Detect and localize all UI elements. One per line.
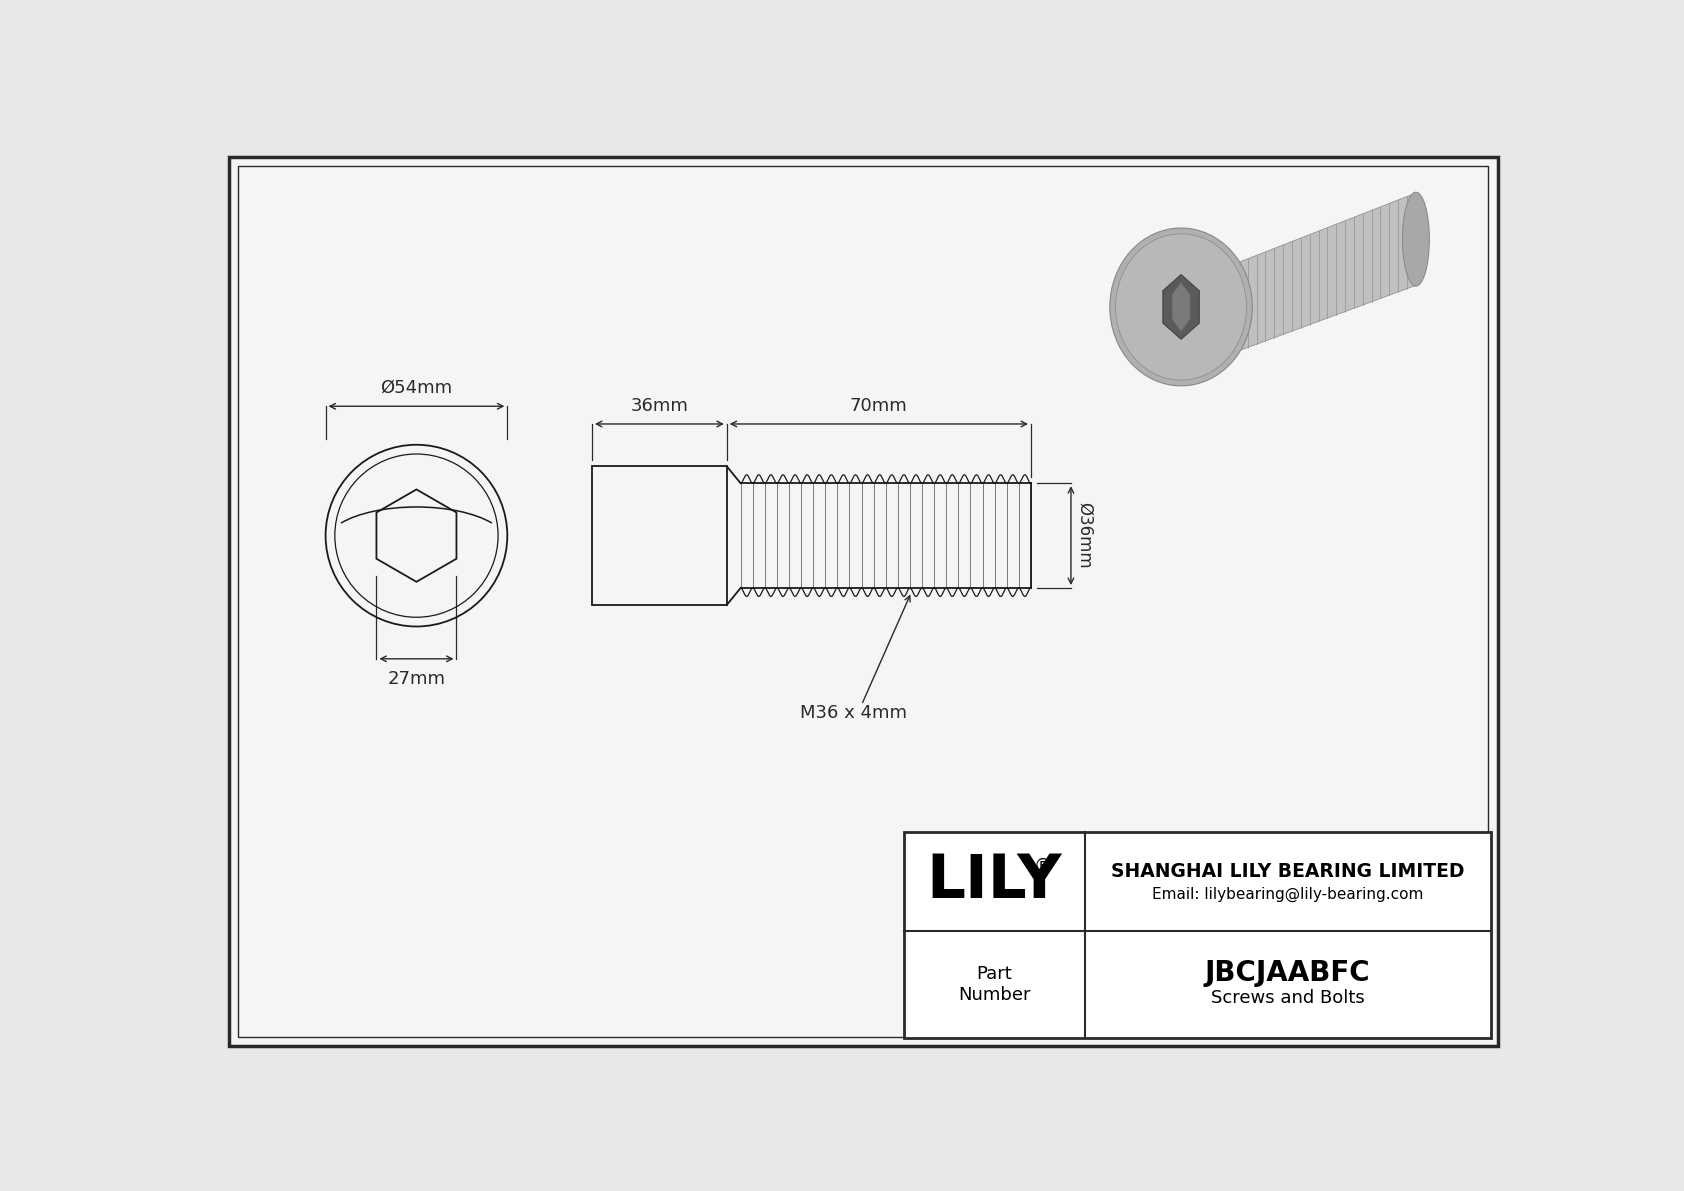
Text: SHANGHAI LILY BEARING LIMITED: SHANGHAI LILY BEARING LIMITED (1111, 862, 1465, 881)
Bar (904, 833, 1490, 1039)
Text: 70mm: 70mm (850, 397, 908, 414)
Bar (904, 833, 1490, 1039)
Polygon shape (1172, 282, 1191, 331)
Text: 36mm: 36mm (630, 397, 689, 414)
Text: Screws and Bolts: Screws and Bolts (1211, 989, 1364, 1006)
Text: Ø36mm: Ø36mm (1076, 503, 1095, 569)
Text: 27mm: 27mm (387, 669, 446, 687)
Text: JBCJAABFC: JBCJAABFC (1204, 959, 1371, 987)
Text: Ø54mm: Ø54mm (381, 379, 453, 397)
Bar (593, 467, 727, 605)
Text: LILY: LILY (926, 852, 1063, 911)
Text: Part
Number: Part Number (958, 966, 1031, 1004)
Text: M36 x 4mm: M36 x 4mm (800, 704, 908, 722)
Ellipse shape (1110, 227, 1253, 386)
Ellipse shape (1115, 233, 1246, 380)
Ellipse shape (1403, 192, 1430, 286)
Polygon shape (1239, 193, 1416, 351)
Text: ®: ® (1032, 858, 1051, 875)
Text: Email: lilybearing@lily-bearing.com: Email: lilybearing@lily-bearing.com (1152, 886, 1423, 902)
Polygon shape (1164, 275, 1199, 339)
